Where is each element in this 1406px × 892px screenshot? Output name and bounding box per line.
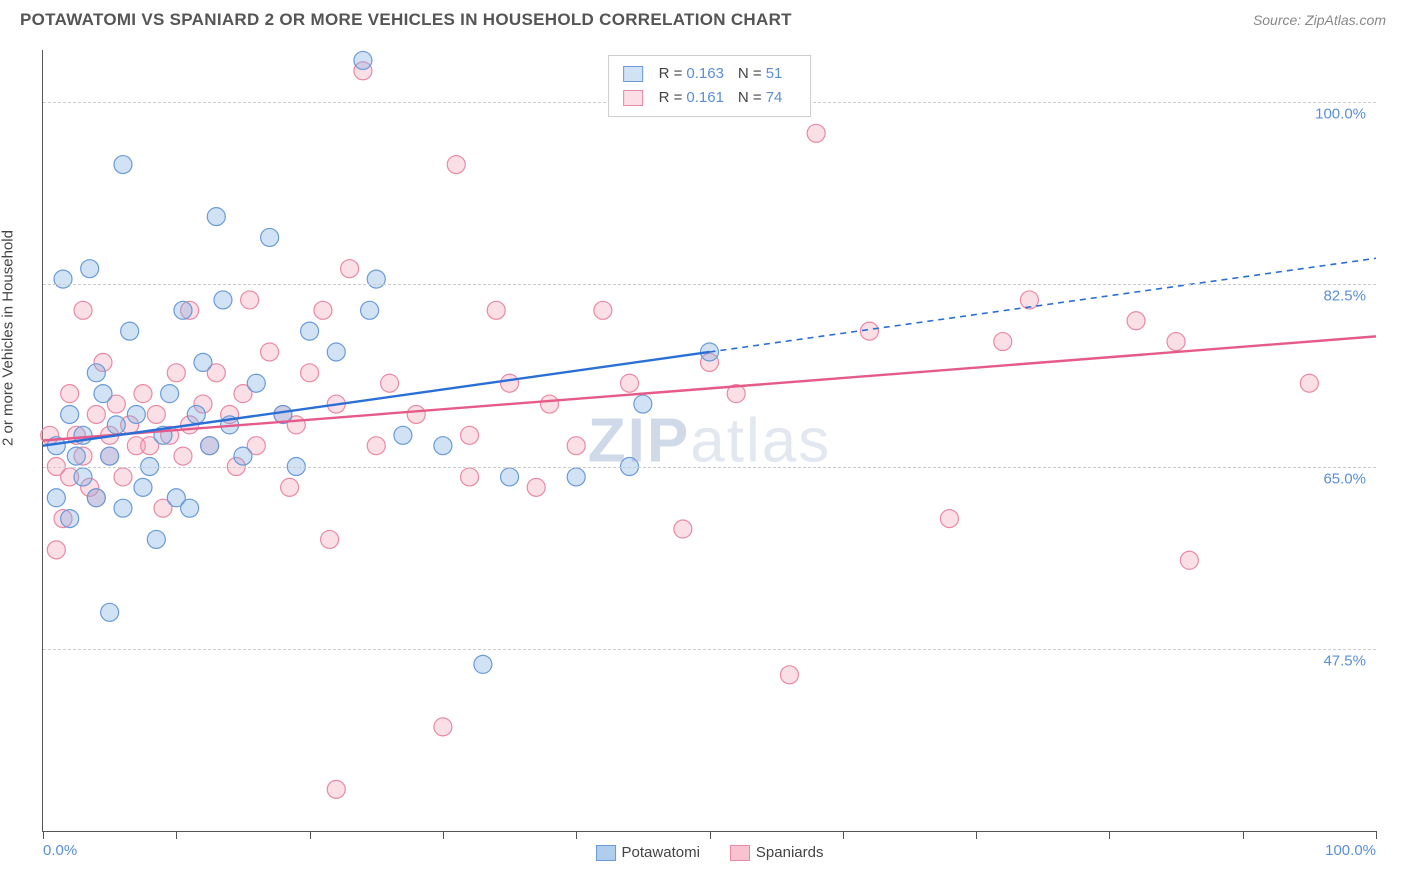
swatch-icon [730,845,750,861]
source-attribution: Source: ZipAtlas.com [1253,12,1386,28]
x-tick [1109,831,1110,839]
x-tick [976,831,977,839]
x-tick [843,831,844,839]
y-tick-label: 65.0% [1323,470,1366,487]
x-max-label: 100.0% [1325,842,1376,859]
swatch-icon [596,845,616,861]
y-tick-label: 100.0% [1315,106,1366,123]
gridline [43,649,1376,650]
stats-legend: R =0.163N =51 R =0.161N =74 [608,55,812,117]
gridline [43,467,1376,468]
x-tick [443,831,444,839]
plot-area: ZIPatlas R =0.163N =51 R =0.161N =74 0.0… [42,50,1376,832]
y-tick-label: 82.5% [1323,288,1366,305]
x-tick [43,831,44,839]
chart-title: POTAWATOMI VS SPANIARD 2 OR MORE VEHICLE… [20,10,792,30]
legend-item-potawatomi: Potawatomi [596,844,700,861]
y-axis-label: 2 or more Vehicles in Household [0,230,17,446]
swatch-potawatomi [623,66,643,82]
x-tick [576,831,577,839]
chart-svg [43,50,1376,831]
x-tick [1376,831,1377,839]
stats-row-potawatomi: R =0.163N =51 [623,62,797,86]
stats-row-spaniards: R =0.161N =74 [623,86,797,110]
swatch-spaniards [623,90,643,106]
y-tick-label: 47.5% [1323,652,1366,669]
x-min-label: 0.0% [43,842,77,859]
legend-item-spaniards: Spaniards [730,844,824,861]
gridline [43,284,1376,285]
x-tick [1243,831,1244,839]
x-tick [176,831,177,839]
series-legend: Potawatomi Spaniards [596,844,824,861]
x-tick [310,831,311,839]
x-tick [710,831,711,839]
